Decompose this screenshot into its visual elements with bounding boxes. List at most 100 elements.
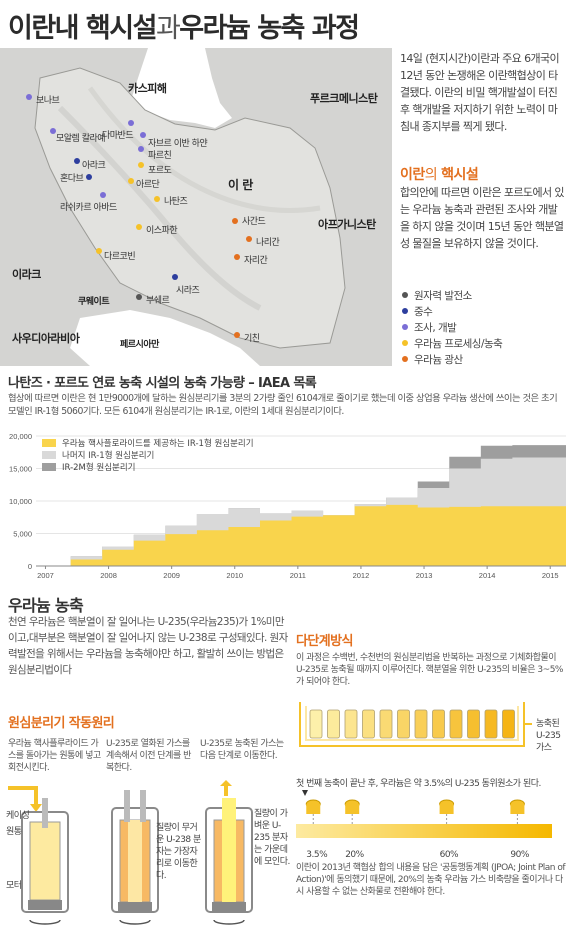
output-label: 농축된 U-235 가스 (536, 719, 561, 753)
site-label-fordow: 포르도 (148, 166, 172, 176)
site-dot-fordow (138, 162, 144, 168)
legend-item: 우라늄 프로세싱/농축 (402, 336, 503, 352)
uranium-sample-body (439, 804, 454, 814)
x-tick-label: 2007 (37, 571, 54, 580)
scale-label: 3.5% (306, 850, 328, 860)
site-dot-zarigan (234, 254, 240, 260)
label-casing: 케이싱 (6, 811, 30, 821)
site-dot-jabr (140, 132, 146, 138)
scale-label: 90% (510, 850, 529, 860)
centrifuge-3 (205, 780, 253, 925)
label-rotor: 원통 (6, 827, 22, 837)
uranium-sample-body (345, 804, 360, 814)
cascade-centrifuge (327, 709, 340, 739)
x-tick-label: 2015 (542, 571, 559, 580)
site-dot-tabriz (50, 128, 56, 134)
uranium-sample-body (510, 804, 525, 814)
site-dot-shiraz (172, 274, 178, 280)
jpoa-note: 이란이 2013년 핵협상 합의 내용을 담은 '공동행동계획 (JPOA; J… (296, 863, 566, 897)
site-dot-isfahan (136, 224, 142, 230)
cascade-centrifuge (449, 709, 463, 739)
site-dot-lashkar (100, 192, 106, 198)
facilities-text: 합의안에 따르면 이란은 포르도에서 있는 우라늄 농축과 관련된 조사와 개발… (400, 186, 565, 250)
centrifuge-diagrams (8, 780, 253, 925)
legend-item: 중수 (402, 304, 502, 320)
y-tick-label: 5,000 (13, 530, 32, 539)
cascade-centrifuge (484, 709, 498, 739)
map-label-kuwait: 쿠웨이트 (78, 297, 110, 307)
site-label-bushehr: 부쉐르 (146, 296, 170, 306)
legend-item: 우라늄 광산 (402, 352, 502, 368)
site-label-darkhovin: 다르코빈 (104, 252, 136, 262)
intro-text: 14일 (현지시간)이란과 주요 6개국이12년 동안 논쟁해온 이란핵협상이 … (400, 52, 560, 133)
legend-swatch (42, 439, 56, 447)
site-dot-parchin (138, 146, 144, 152)
cascade-centrifuge (414, 709, 428, 739)
x-tick-label: 2012 (353, 571, 370, 580)
centrifuge-1 (21, 798, 69, 925)
site-dot-narigan (246, 236, 252, 242)
cascade-centrifuge (432, 709, 445, 739)
multistage-text: 이 과정은 수백번, 수천번의 원심분리법을 반복하는 과정으로 기체화합물이 … (296, 653, 563, 687)
enrichment-text: 천연 우라늄은 핵분열이 잘 일어나는 U-235(우라늄235)가 1%미만이… (8, 616, 288, 676)
enrichment-title: 우라늄 농축 (8, 596, 84, 615)
legend-heavywater-icon (402, 308, 408, 314)
site-label-natanz: 나탄즈 (164, 197, 188, 207)
enrichment-scale (296, 790, 552, 838)
legend-item: 원자력 발전소 (402, 288, 502, 304)
cascade-centrifuge (397, 709, 410, 739)
cascade-inner-pipe (305, 706, 519, 741)
site-label-gchine: 기친 (244, 334, 260, 344)
site-label-narigan: 나리간 (256, 238, 280, 248)
map-label-iran: 이 란 (228, 178, 253, 192)
cascade-centrifuge (502, 709, 515, 739)
site-label-hondab: 혼다브 (60, 174, 84, 184)
site-label-zarigan: 자리간 (244, 256, 268, 266)
legend-mine-icon (402, 356, 408, 362)
site-dot-saghand (232, 218, 238, 224)
site-dot-bonab (26, 94, 32, 100)
gas-in-arrowhead (30, 804, 42, 812)
centrifuge-area-chart: 0 5,000 10,000 15,000 20,000 2007 2008 2009 2010… (9, 432, 566, 580)
legend-label: IR-2M형 원심분리기 (62, 462, 136, 473)
principle-step-1: 우라늄 핵사플루라이드 가스를 돌아가는 원통에 넣고 회전시킨다. (8, 739, 101, 773)
principle-title: 원심분리기 작동원리 (8, 716, 115, 731)
map-legend: 원자력 발전소 중수 조사, 개발 우라늄 프로세싱/농축 우라늄 광산 (402, 288, 503, 368)
x-tick-label: 2010 (226, 571, 243, 580)
map-terrain (0, 48, 392, 366)
page-title: 이란내 핵시설과우라늄 농축 과정 (8, 13, 360, 44)
site-label-isfahan: 이스파한 (146, 226, 178, 236)
site-dot-gchine (234, 332, 240, 338)
site-label-arak: 아라크 (82, 161, 106, 171)
legend-swatch (42, 463, 56, 471)
cascade-centrifuge (379, 709, 393, 739)
legend-label: 나머지 IR-1형 원심분리기 (62, 450, 154, 461)
site-label-saghand: 사간드 (242, 217, 266, 227)
site-dot-bushehr (136, 294, 142, 300)
site-dot-damavand (128, 120, 134, 126)
iran-map: 카스피해 푸르크메니스탄 이 란 아프가니스탄 이라크 쿠웨이트 사우디아라비아… (0, 48, 392, 366)
site-dot-darkhovin (96, 248, 102, 254)
cascade-diagram (299, 702, 532, 747)
chart-title: 나탄즈 · 포르도 연료 농축 시설의 농축 가능량 – IAEA 목록 (8, 376, 317, 391)
site-label-tabriz: 모알렘 칼라예 (56, 134, 106, 144)
x-tick-label: 2014 (479, 571, 496, 580)
site-label-lashkar: 라쉬카르 아바드 (60, 203, 117, 213)
cascade-units (309, 709, 515, 739)
y-tick-label: 0 (28, 562, 32, 571)
scale-bar (296, 824, 552, 838)
y-tick-label: 10,000 (9, 497, 32, 506)
site-label-ardan: 아르단 (136, 180, 160, 190)
start-marker-icon (302, 790, 308, 796)
uranium-sample-body (306, 804, 321, 814)
series-area-0 (36, 504, 566, 566)
x-tick-label: 2009 (163, 571, 180, 580)
site-dot-natanz (154, 196, 160, 202)
legend-label: 우라늄 핵사플로라이드를 제공하는 IR-1형 원심분리기 (62, 438, 254, 449)
scale-label: 20% (345, 850, 364, 860)
legend-processing-icon (402, 340, 408, 346)
y-tick-label: 20,000 (9, 432, 32, 441)
legend-power-icon (402, 292, 408, 298)
chart-description: 협상에 따르면 이란은 현 1만9000개에 달하는 원심분리기를 3분의 2가… (8, 393, 558, 417)
site-label-shiraz: 시라즈 (176, 286, 200, 296)
